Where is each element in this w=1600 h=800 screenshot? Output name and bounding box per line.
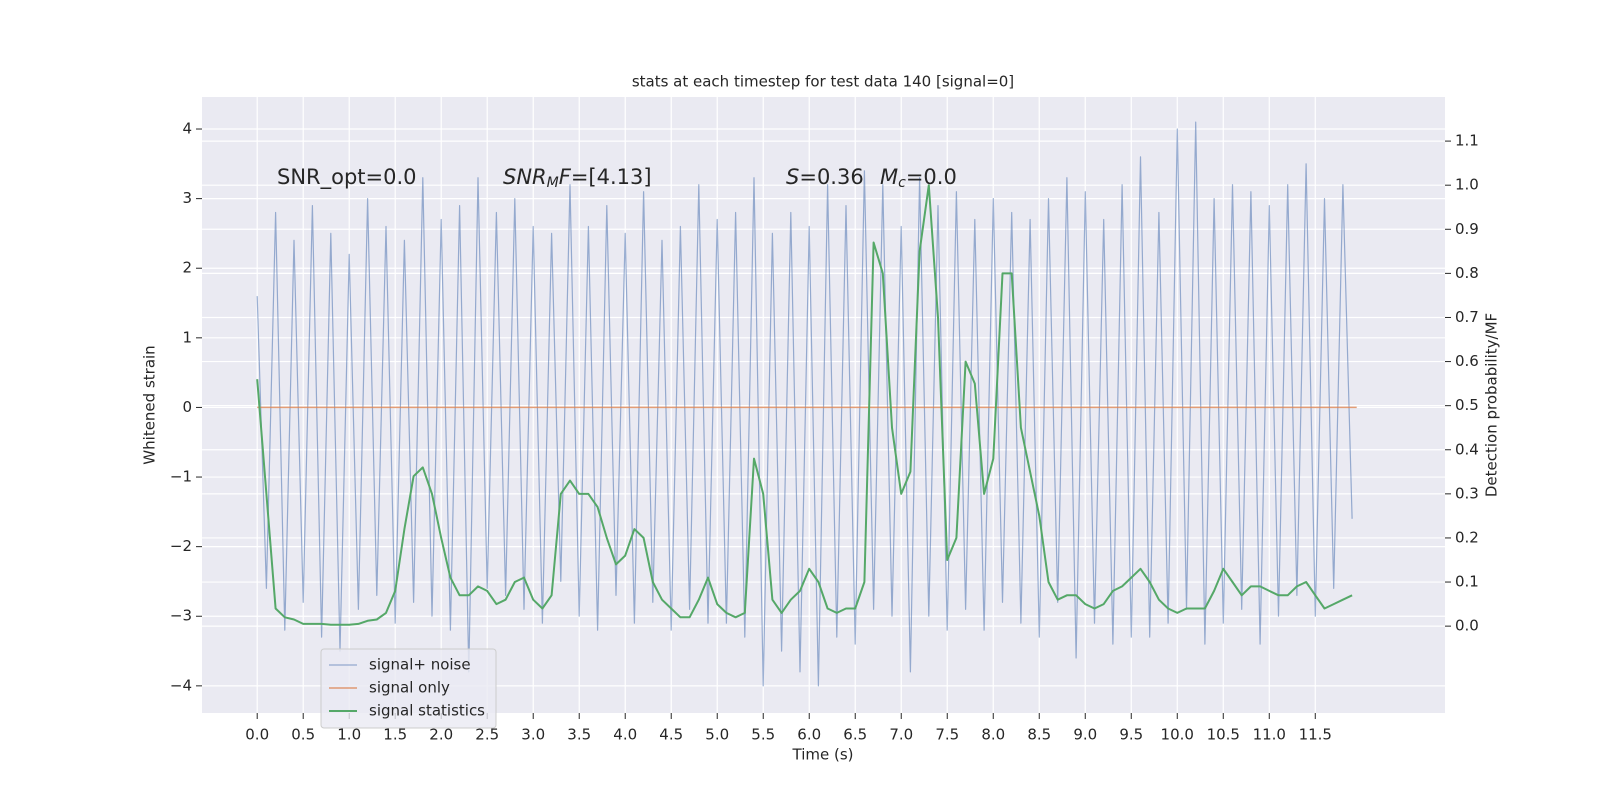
annotation-part: F=[4.13] xyxy=(559,165,652,189)
y-tick-label: 1 xyxy=(182,328,192,346)
x-tick-label: 2.5 xyxy=(475,726,499,744)
x-tick-label: 1.5 xyxy=(383,726,407,744)
x-tick-label: 11.5 xyxy=(1299,726,1332,744)
y2-tick-label: 0.3 xyxy=(1455,484,1479,502)
x-tick-label: 7.0 xyxy=(889,726,913,744)
x-tick-label: 4.5 xyxy=(659,726,683,744)
y-tick-label: −3 xyxy=(170,607,192,625)
y2-tick-label: 0.1 xyxy=(1455,573,1479,591)
y-tick-label: 0 xyxy=(182,398,192,416)
series-line xyxy=(256,121,1353,687)
y2-axis-label: Detection probability/MF xyxy=(1483,313,1501,497)
y-axis-label: Whitened strain xyxy=(141,345,159,464)
x-tick-label: 4.0 xyxy=(613,726,637,744)
annotation: Mc=0.0 xyxy=(880,165,957,191)
annotation-part: =0.0 xyxy=(906,165,957,189)
y2-tick-label: 0.6 xyxy=(1455,352,1479,370)
legend-box xyxy=(320,648,497,729)
legend-label: signal only xyxy=(369,679,450,697)
y2-tick-label: 0.7 xyxy=(1455,308,1479,326)
x-tick-label: 8.5 xyxy=(1027,726,1051,744)
y-tick-label: 4 xyxy=(182,120,192,138)
y2-tick-label: 0.9 xyxy=(1455,220,1479,238)
y-tick-label: −1 xyxy=(170,468,192,486)
x-tick-label: 8.0 xyxy=(981,726,1005,744)
legend-label: signal statistics xyxy=(369,702,485,720)
x-tick-label: 7.5 xyxy=(935,726,959,744)
x-tick-label: 1.0 xyxy=(337,726,361,744)
x-tick-label: 0.5 xyxy=(291,726,315,744)
x-axis-label: Time (s) xyxy=(792,746,854,764)
y-tick-label: 2 xyxy=(182,259,192,277)
x-tick-label: 6.0 xyxy=(797,726,821,744)
y-tick-label: −4 xyxy=(170,676,192,694)
y2-tick-label: 0.8 xyxy=(1455,264,1479,282)
y-tick-label: 3 xyxy=(182,189,192,207)
x-tick-label: 9.0 xyxy=(1073,726,1097,744)
x-tick-label: 3.5 xyxy=(567,726,591,744)
x-tick-label: 9.5 xyxy=(1119,726,1143,744)
y2-tick-label: 0.5 xyxy=(1455,396,1479,414)
x-tick-label: 2.0 xyxy=(429,726,453,744)
chart-title: stats at each timestep for test data 140… xyxy=(632,73,1014,91)
legend-label: signal+ noise xyxy=(369,656,471,674)
x-tick-label: 10.0 xyxy=(1161,726,1194,744)
x-tick-label: 10.5 xyxy=(1207,726,1240,744)
x-tick-label: 3.0 xyxy=(521,726,545,744)
x-tick-label: 0.0 xyxy=(245,726,269,744)
annotation-part: M xyxy=(547,175,559,191)
annotation-part: SNR xyxy=(503,165,547,189)
x-tick-label: 5.0 xyxy=(705,726,729,744)
x-tick-label: 5.5 xyxy=(751,726,775,744)
annotation: SNR_opt=0.0 xyxy=(277,165,417,190)
annotation-part: =0.36 xyxy=(799,165,863,189)
x-tick-label: 11.0 xyxy=(1253,726,1286,744)
y2-tick-label: 0.4 xyxy=(1455,440,1479,458)
y-tick-label: −2 xyxy=(170,537,192,555)
y2-tick-label: 0.2 xyxy=(1455,528,1479,546)
x-tick-label: 6.5 xyxy=(843,726,867,744)
y2-tick-label: 1.0 xyxy=(1455,176,1479,194)
annotation: S=0.36 xyxy=(786,165,864,189)
annotation-part: M xyxy=(880,165,898,189)
annotation-part: S xyxy=(786,165,799,189)
series-line xyxy=(256,184,1353,626)
y2-tick-label: 0.0 xyxy=(1455,617,1479,635)
annotation: SNRMF=[4.13] xyxy=(503,165,652,191)
y2-tick-label: 1.1 xyxy=(1455,132,1479,150)
annotation-part: c xyxy=(898,175,906,191)
